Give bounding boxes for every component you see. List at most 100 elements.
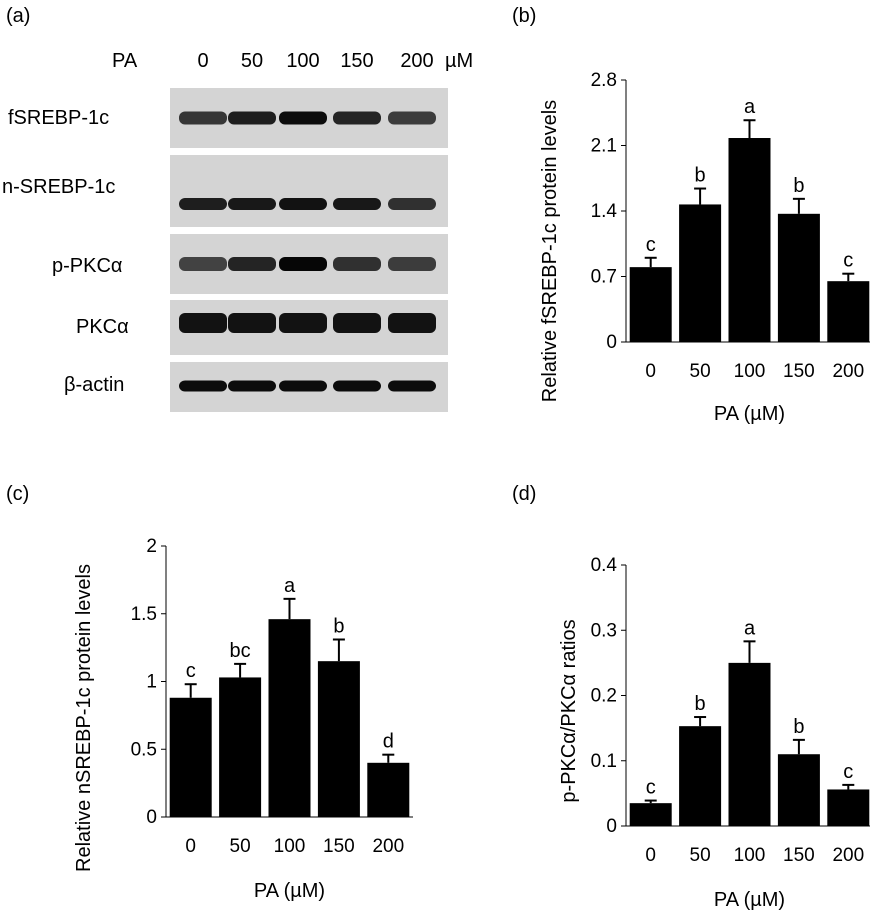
bar <box>268 619 311 817</box>
blot-band <box>228 257 276 271</box>
significance-letter: b <box>333 615 344 637</box>
treatment-label: PA <box>112 50 138 72</box>
dose-label: 0 <box>197 50 208 72</box>
y-tick-label: 0.1 <box>591 751 617 772</box>
significance-letter: c <box>186 660 196 682</box>
panel-label: (c) <box>6 483 29 505</box>
y-axis-label: Relative nSREBP-1c protein levels <box>73 564 95 872</box>
bar <box>777 754 820 826</box>
x-tick-label: 50 <box>230 836 251 857</box>
blot-label: n-SREBP-1c <box>2 176 115 198</box>
significance-letter: c <box>646 234 656 256</box>
y-axis-label: Relative fSREBP-1c protein levels <box>539 100 561 402</box>
blot-band <box>333 257 381 271</box>
bar <box>317 661 360 817</box>
y-tick-label: 0.3 <box>591 620 617 641</box>
y-tick-label: 0 <box>146 807 157 828</box>
x-tick-label: 150 <box>783 845 815 866</box>
blot-band <box>179 380 227 392</box>
blot-band <box>228 313 276 333</box>
panel-label-a: (a) <box>6 5 30 27</box>
bar <box>169 697 212 817</box>
blot-band <box>388 313 436 333</box>
y-tick-label: 0.7 <box>591 267 617 288</box>
x-tick-label: 150 <box>323 836 355 857</box>
blot-band <box>333 313 381 333</box>
bar <box>367 762 410 817</box>
bar-chart-c: (c) 0 0.5 1 1.5 2 c 0 bc 50 a 100 b 150 d 200 PA (µM) Rel… <box>6 483 413 902</box>
blot-band <box>333 198 381 210</box>
blot-band <box>279 313 327 333</box>
y-tick-label: 2 <box>146 536 157 557</box>
y-tick-label: 1 <box>146 672 157 693</box>
bar <box>827 281 870 342</box>
y-tick-label: 0.4 <box>591 555 618 576</box>
blot-label: β-actin <box>64 374 124 396</box>
x-axis-label: PA (µM) <box>714 403 785 425</box>
x-tick-label: 100 <box>734 361 766 382</box>
blot-strip <box>170 155 448 227</box>
significance-letter: c <box>843 250 853 272</box>
x-tick-label: 200 <box>832 845 864 866</box>
x-tick-label: 100 <box>274 836 306 857</box>
significance-letter: b <box>793 716 804 738</box>
x-tick-label: 50 <box>690 845 711 866</box>
dose-label: 100 <box>286 50 319 72</box>
blot-band <box>388 257 436 271</box>
blot-band <box>179 313 227 333</box>
bar <box>629 803 672 826</box>
blot-band <box>179 111 227 125</box>
x-tick-label: 100 <box>734 845 766 866</box>
blot-label: PKCα <box>76 316 129 338</box>
blot-band <box>179 257 227 271</box>
blot-band <box>333 380 381 392</box>
blot-band <box>279 111 327 125</box>
panel-label: (b) <box>512 5 536 27</box>
blot-band <box>279 257 327 271</box>
y-tick-label: 0 <box>606 332 617 353</box>
blot-label: fSREBP-1c <box>8 107 109 129</box>
significance-letter: a <box>744 96 756 118</box>
panel-label: (d) <box>512 483 536 505</box>
x-tick-label: 50 <box>690 361 711 382</box>
x-tick-label: 0 <box>645 361 656 382</box>
significance-letter: b <box>793 175 804 197</box>
significance-letter: c <box>843 761 853 783</box>
x-axis-label: PA (µM) <box>714 889 785 911</box>
dose-label: 50 <box>241 50 263 72</box>
significance-letter: bc <box>230 640 251 662</box>
blot-band <box>388 111 436 125</box>
blot-band <box>388 380 436 392</box>
significance-letter: a <box>284 575 296 597</box>
y-tick-label: 1.4 <box>591 201 618 222</box>
bar <box>679 204 722 342</box>
bar <box>728 138 771 342</box>
significance-letter: b <box>695 165 706 187</box>
dose-label: 150 <box>340 50 373 72</box>
blot-band <box>279 198 327 210</box>
blot-strips <box>170 88 448 412</box>
bar <box>629 267 672 342</box>
blot-band <box>388 198 436 210</box>
y-tick-label: 2.8 <box>591 70 617 91</box>
blot-band <box>179 198 227 210</box>
blot-band <box>228 380 276 392</box>
y-tick-label: 0.5 <box>131 739 157 760</box>
western-blot-panel: (a) PA 0 50 100 150 200 µM fSREBP-1c n-S… <box>2 5 473 412</box>
y-tick-label: 0 <box>606 816 617 837</box>
x-tick-label: 200 <box>372 836 404 857</box>
bar <box>777 213 820 342</box>
blot-band <box>333 111 381 125</box>
blot-label: p-PKCα <box>52 255 122 277</box>
bar <box>827 789 870 826</box>
bar-chart-d: (d) 0 0.1 0.2 0.3 0.4 c 0 b 50 a 100 b 150 c 200 PA (µM)… <box>512 483 870 911</box>
dose-unit: µM <box>445 50 473 72</box>
x-tick-label: 200 <box>832 361 864 382</box>
bar <box>219 677 262 817</box>
significance-letter: d <box>383 731 394 753</box>
dose-label: 200 <box>400 50 433 72</box>
y-axis-label: p-PKCα/PKCα ratios <box>558 619 580 802</box>
significance-letter: a <box>744 617 756 639</box>
y-tick-label: 1.5 <box>131 604 157 625</box>
